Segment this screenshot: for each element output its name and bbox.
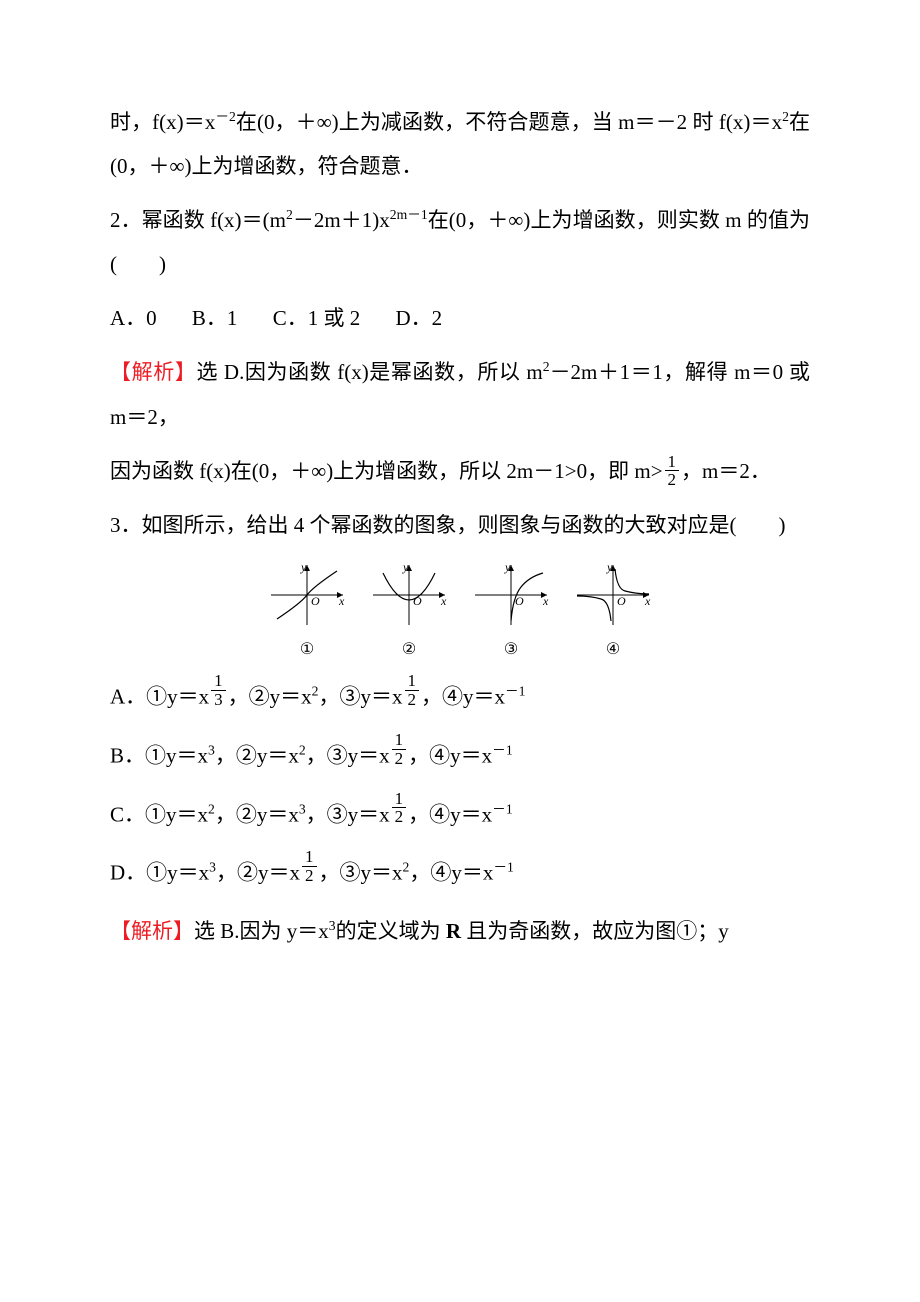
sup: 2m－1 bbox=[390, 207, 428, 222]
sup: －1 bbox=[505, 684, 525, 699]
t: 在(0，＋∞)上为减函数，不符合题意，当 m＝－2 时 f(x)＝x bbox=[236, 110, 782, 134]
sup: 3 bbox=[299, 801, 306, 816]
t: D．①y＝x bbox=[110, 861, 209, 885]
sup: 3 bbox=[208, 742, 215, 757]
sup: 2 bbox=[312, 684, 319, 699]
figure-2: y x O ② bbox=[369, 561, 449, 667]
t: 选 B.因为 y＝x bbox=[194, 919, 329, 943]
figure-3: y x O ③ bbox=[471, 561, 551, 667]
y-label: y bbox=[606, 561, 613, 574]
sup: 3 bbox=[329, 918, 336, 933]
t: 选 D.因为函数 f(x)是幂函数，所以 m bbox=[196, 360, 542, 384]
t: 且为奇函数，故应为图①；y bbox=[461, 919, 729, 943]
fraction: 12 bbox=[302, 848, 317, 885]
sup: －1 bbox=[492, 801, 512, 816]
x-label: x bbox=[440, 594, 447, 608]
answer-2-cont: 因为函数 f(x)在(0，＋∞)上为增函数，所以 2m－1>0，即 m>12，m… bbox=[110, 449, 810, 493]
t: C．①y＝x bbox=[110, 802, 208, 826]
origin-label: O bbox=[617, 594, 626, 608]
sup: 2 bbox=[208, 801, 215, 816]
sup: 2 bbox=[286, 207, 293, 222]
origin-label: O bbox=[515, 594, 524, 608]
figure-1: y x O ① bbox=[267, 561, 347, 667]
chart-sqrt-icon: y x O bbox=[471, 561, 551, 629]
figure-4: y x O ④ bbox=[573, 561, 653, 667]
figure-row: y x O ① y x O ② y x O ③ bbox=[110, 561, 810, 667]
t: ，④y＝x bbox=[421, 685, 505, 709]
q3-option-d: D．①y＝x3，②y＝x12，③y＝x2，④y＝x－1 bbox=[110, 850, 810, 895]
answer-label: 【解析】 bbox=[110, 919, 194, 943]
chart-cubic-icon: y x O bbox=[267, 561, 347, 629]
option-b: B．1 bbox=[192, 296, 238, 340]
t: 的定义域为 bbox=[336, 919, 446, 943]
t: ，m＝2． bbox=[681, 459, 771, 483]
t: ，③y＝x bbox=[319, 685, 403, 709]
t: 因为函数 f(x)在(0，＋∞)上为增函数，所以 2m－1>0，即 m> bbox=[110, 459, 663, 483]
option-c: C．1 或 2 bbox=[273, 296, 361, 340]
y-label: y bbox=[402, 561, 409, 574]
sup: 3 bbox=[209, 860, 216, 875]
sup: 2 bbox=[299, 742, 306, 757]
sup: －2 bbox=[215, 109, 235, 124]
t: 2．幂函数 f(x)＝(m bbox=[110, 208, 286, 232]
y-label: y bbox=[504, 561, 511, 574]
t: 时，f(x)＝x bbox=[110, 110, 215, 134]
figure-label: ① bbox=[267, 633, 347, 667]
q3-option-b: B．①y＝x3，②y＝x2，③y＝x12，④y＝x－1 bbox=[110, 733, 810, 778]
t: ，③y＝x bbox=[306, 802, 390, 826]
x-label: x bbox=[644, 594, 651, 608]
t: ，②y＝x bbox=[228, 685, 312, 709]
sup: －1 bbox=[493, 860, 513, 875]
x-label: x bbox=[338, 594, 345, 608]
q3-option-a: A．①y＝x13，②y＝x2，③y＝x12，④y＝x－1 bbox=[110, 674, 810, 719]
question-2-options: A．0 B．1 C．1 或 2 D．2 bbox=[110, 296, 810, 340]
question-3: 3．如图所示，给出 4 个幂函数的图象，则图象与函数的大致对应是( ) bbox=[110, 503, 810, 547]
para-1: 时，f(x)＝x－2在(0，＋∞)上为减函数，不符合题意，当 m＝－2 时 f(… bbox=[110, 100, 810, 188]
t: 3．如图所示，给出 4 个幂函数的图象，则图象与函数的大致对应是( ) bbox=[110, 513, 785, 537]
t: ，③y＝x bbox=[306, 743, 390, 767]
origin-label: O bbox=[413, 594, 422, 608]
answer-label: 【解析】 bbox=[110, 360, 196, 384]
figure-label: ② bbox=[369, 633, 449, 667]
curve-a bbox=[615, 569, 649, 594]
figure-label: ④ bbox=[573, 633, 653, 667]
answer-3: 【解析】选 B.因为 y＝x3的定义域为 R 且为奇函数，故应为图①；y bbox=[110, 909, 810, 953]
t: ，④y＝x bbox=[409, 861, 493, 885]
chart-parabola-icon: y x O bbox=[369, 561, 449, 629]
t: ，③y＝x bbox=[319, 861, 403, 885]
denominator: 2 bbox=[665, 471, 680, 489]
t: B．①y＝x bbox=[110, 743, 208, 767]
q3-option-c: C．①y＝x2，②y＝x3，③y＝x12，④y＝x－1 bbox=[110, 792, 810, 837]
chart-reciprocal-icon: y x O bbox=[573, 561, 653, 629]
fraction: 12 bbox=[392, 790, 407, 827]
origin-label: O bbox=[311, 594, 320, 608]
set-R: R bbox=[446, 919, 461, 943]
t: ，④y＝x bbox=[408, 802, 492, 826]
t: ，②y＝x bbox=[216, 861, 300, 885]
t: ，②y＝x bbox=[215, 802, 299, 826]
fraction: 12 bbox=[405, 672, 420, 709]
t: ，②y＝x bbox=[215, 743, 299, 767]
t: ，④y＝x bbox=[408, 743, 492, 767]
y-label: y bbox=[300, 561, 307, 574]
sup: 2 bbox=[543, 359, 550, 374]
fraction: 13 bbox=[211, 672, 226, 709]
figure-label: ③ bbox=[471, 633, 551, 667]
fraction: 12 bbox=[665, 453, 680, 490]
sup: －1 bbox=[492, 742, 512, 757]
numerator: 1 bbox=[665, 453, 680, 472]
sup: 2 bbox=[782, 109, 789, 124]
question-2: 2．幂函数 f(x)＝(m2－2m＋1)x2m－1在(0，＋∞)上为增函数，则实… bbox=[110, 198, 810, 286]
t: －2m＋1)x bbox=[293, 208, 390, 232]
option-a: A．0 bbox=[110, 296, 157, 340]
curve-b bbox=[577, 596, 611, 621]
option-d: D．2 bbox=[395, 296, 442, 340]
fraction: 12 bbox=[392, 731, 407, 768]
answer-2: 【解析】选 D.因为函数 f(x)是幂函数，所以 m2－2m＋1＝1，解得 m＝… bbox=[110, 350, 810, 438]
x-label: x bbox=[542, 594, 549, 608]
t: A．①y＝x bbox=[110, 685, 209, 709]
